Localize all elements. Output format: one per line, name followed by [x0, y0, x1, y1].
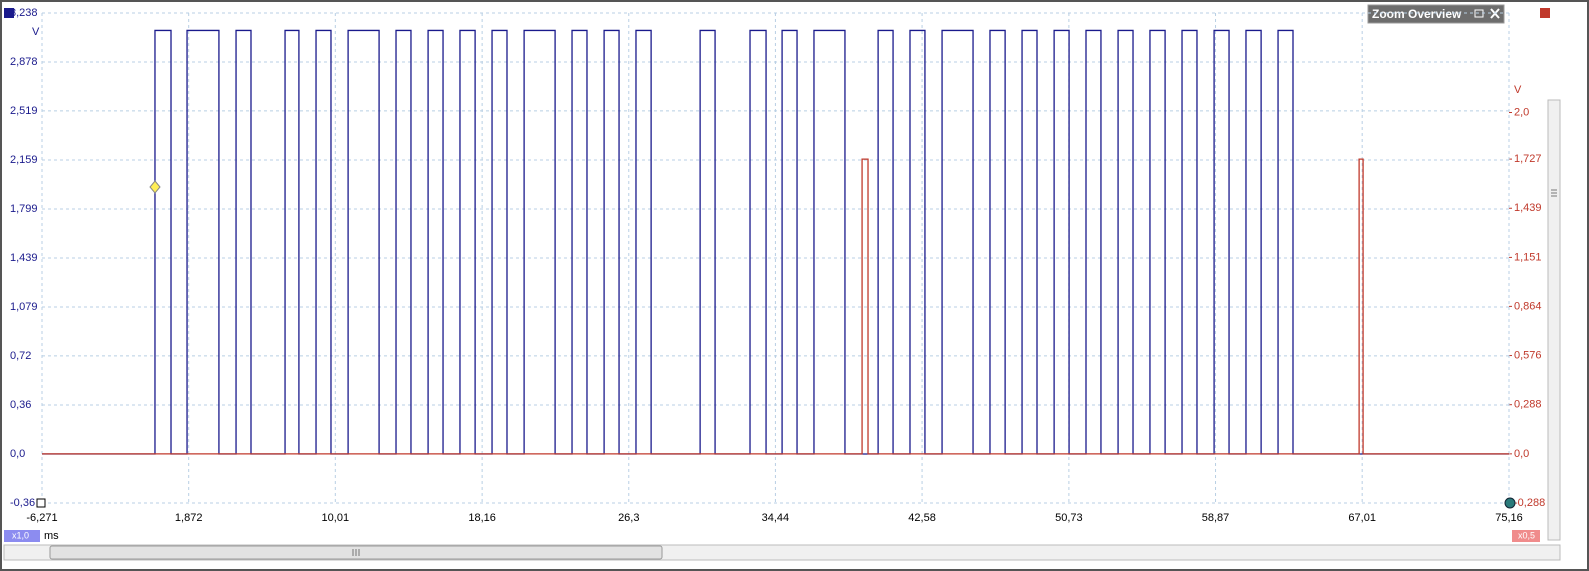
zoom-overview-title: Zoom Overview: [1372, 7, 1462, 21]
x-tick-label: 34,44: [762, 512, 790, 524]
x-tick-label: -6,271: [26, 512, 57, 524]
y-tick-label: 0,72: [10, 350, 31, 362]
y-scale-label: x1,0: [12, 530, 29, 540]
y2-tick-label: 0,864: [1514, 300, 1542, 312]
y2-tick-label: -0,288: [1514, 497, 1545, 509]
y-tick-label: 0,36: [10, 399, 31, 411]
y2-scale-label: x0,5: [1518, 530, 1535, 540]
vertical-scrollbar[interactable]: [1547, 99, 1561, 541]
x-axis-unit: ms: [44, 530, 59, 542]
channel-b-marker: [1540, 8, 1550, 18]
channel-a-marker: [4, 8, 14, 18]
x-tick-label: 58,87: [1202, 512, 1230, 524]
y2-tick-label: 1,151: [1514, 251, 1542, 263]
y-tick-label: 2,159: [10, 154, 38, 166]
y2-tick-label: 0,0: [1514, 448, 1529, 460]
trigger-marker[interactable]: [149, 180, 161, 194]
y-tick-label: 0,0: [10, 448, 25, 460]
origin-handle[interactable]: [36, 498, 46, 508]
y2-tick-label: 1,439: [1514, 202, 1542, 214]
x-tick-label: 42,58: [908, 512, 936, 524]
y-scale-badge: [4, 530, 40, 542]
y-tick-label: 2,878: [10, 56, 38, 68]
y-tick-label: -0,36: [10, 497, 35, 509]
y-tick-label: 3,238: [10, 7, 38, 19]
y2-tick-label: 2,0: [1514, 106, 1529, 118]
y-tick-label: 2,519: [10, 105, 38, 117]
y-tick-label: 1,079: [10, 301, 38, 313]
scroll-grip: [1551, 189, 1557, 197]
series-line: [42, 158, 1509, 455]
y-axis-unit: V: [32, 26, 40, 38]
x-tick-label: 18,16: [468, 512, 496, 524]
y-tick-label: 1,799: [10, 203, 38, 215]
zoom-overview[interactable]: Zoom Overview: [1367, 4, 1505, 24]
plot-area: 3,238 2,878 2,519 2,159 1,799 1,439 1,079 0,72 0…: [10, 7, 1545, 524]
x-tick-label: 26,3: [618, 512, 639, 524]
y2-scale-badge: [1512, 530, 1540, 542]
y2-tick-label: 1,727: [1514, 153, 1542, 165]
zoom-overview-bar: [1367, 4, 1505, 24]
x-tick-label: 67,01: [1348, 512, 1376, 524]
x-tick-label: 75,16: [1495, 512, 1523, 524]
y2-axis-unit: V: [1514, 84, 1522, 96]
y2-tick-label: 0,288: [1514, 399, 1542, 411]
y-tick-label: 1,439: [10, 252, 38, 264]
x-tick-label: 50,73: [1055, 512, 1083, 524]
ruler-handle[interactable]: [1504, 497, 1516, 509]
x-tick-label: 10,01: [322, 512, 350, 524]
x-tick-label: 1,872: [175, 512, 203, 524]
scroll-grip: [352, 549, 360, 556]
y2-tick-label: 0,576: [1514, 349, 1542, 361]
